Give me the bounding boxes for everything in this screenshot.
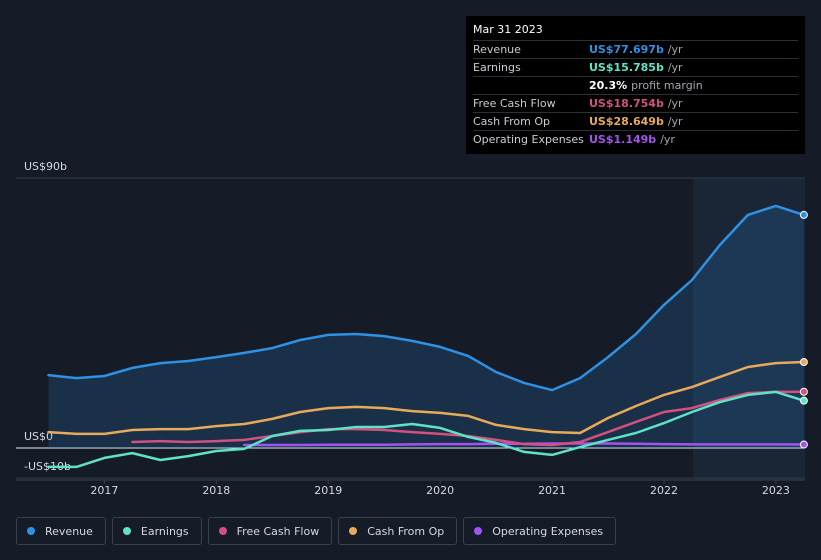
legend-item[interactable]: Revenue xyxy=(16,517,106,545)
tooltip-unit: /yr xyxy=(660,133,675,146)
tooltip-value: US$18.754b xyxy=(589,97,664,110)
tooltip-unit: /yr xyxy=(667,61,683,74)
y-tick-label: US$90b xyxy=(24,160,67,173)
tooltip-label: Free Cash Flow xyxy=(473,97,556,110)
legend-swatch xyxy=(27,527,35,535)
tooltip-unit: profit margin xyxy=(631,79,703,92)
legend-label: Cash From Op xyxy=(367,524,445,538)
end-dot xyxy=(799,210,808,219)
tooltip-unit: /yr xyxy=(667,115,683,128)
tooltip-value: US$15.785b xyxy=(589,61,664,74)
legend-label: Operating Expenses xyxy=(492,524,604,538)
legend-item[interactable]: Free Cash Flow xyxy=(207,517,333,545)
tooltip-label: Revenue xyxy=(473,43,521,56)
tooltip-row: Operating Expenses US$1.149b/yr xyxy=(473,130,798,148)
tooltip-label: Cash From Op xyxy=(473,115,551,128)
end-dot xyxy=(799,358,808,367)
tooltip-value: US$1.149b xyxy=(589,133,657,146)
end-dot xyxy=(799,396,808,405)
x-tick-label: 2022 xyxy=(650,484,678,497)
x-tick-label: 2017 xyxy=(90,484,118,497)
legend-label: Revenue xyxy=(45,524,93,538)
tooltip-value: US$77.697b xyxy=(589,43,664,56)
legend-swatch xyxy=(218,527,227,535)
legend-swatch xyxy=(122,527,131,535)
legend: Revenue Earnings Free Cash Flow Cash From O… xyxy=(16,517,617,545)
tooltip-unit: /yr xyxy=(667,97,683,110)
end-dot xyxy=(799,387,808,396)
tooltip-date: Mar 31 2023 xyxy=(473,23,543,36)
y-tick-label: US$0 xyxy=(24,430,53,443)
end-dot xyxy=(799,440,808,449)
tooltip: Mar 31 2023 Revenue US$77.697b/yr Earnings… xyxy=(466,16,805,154)
tooltip-value: 20.3% xyxy=(589,79,628,92)
tooltip-row: Free Cash Flow US$18.754b/yr xyxy=(473,94,798,112)
line xyxy=(47,360,806,436)
x-tick-label: 2020 xyxy=(426,484,454,497)
legend-swatch xyxy=(349,527,358,535)
highlight-region xyxy=(693,178,805,480)
area xyxy=(48,205,804,448)
tooltip-value: US$28.649b xyxy=(589,115,664,128)
tooltip-label: Earnings xyxy=(473,61,521,74)
tooltip-row: Earnings US$15.785b/yr xyxy=(473,58,798,76)
legend-item[interactable]: Earnings xyxy=(111,517,202,545)
legend-item[interactable]: Cash From Op xyxy=(338,517,458,545)
legend-item[interactable]: Operating Expenses xyxy=(463,517,617,545)
legend-label: Earnings xyxy=(140,524,189,538)
tooltip-row: Revenue US$77.697b/yr xyxy=(473,40,798,58)
legend-label: Free Cash Flow xyxy=(236,524,320,538)
legend-swatch xyxy=(474,527,483,535)
x-tick-label: 2018 xyxy=(202,484,230,497)
line xyxy=(47,204,806,392)
tooltip-row: Cash From Op US$28.649b/yr xyxy=(473,112,798,130)
tooltip-unit: /yr xyxy=(667,43,683,56)
line xyxy=(47,390,806,469)
tooltip-label: Operating Expenses xyxy=(473,133,584,146)
x-tick-label: 2023 xyxy=(762,484,790,497)
x-tick-label: 2019 xyxy=(314,484,342,497)
x-tick-label: 2021 xyxy=(538,484,566,497)
tooltip-row: 20.3% profit margin xyxy=(473,76,798,94)
